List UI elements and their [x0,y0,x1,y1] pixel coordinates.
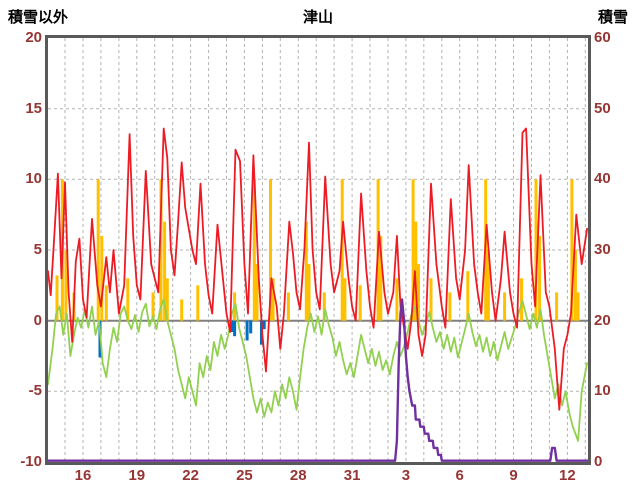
axis-tick-label: 3 [401,467,411,484]
axis-tick-label: 0 [33,311,42,329]
left-axis-title: 積雪以外 [8,9,69,26]
axis-tick-label: 6 [455,467,464,484]
axis-tick-label: 15 [25,99,42,117]
axis-tick-label: 12 [559,467,576,484]
axis-tick-label: 20 [25,29,42,46]
axis-tick-label: 31 [343,467,361,484]
axis-tick-label: -10 [20,453,42,470]
axis-tick-label: 30 [594,241,611,258]
axis-tick-label: 9 [509,467,518,484]
axis-tick-label: 28 [289,467,307,484]
axis-tick-label: 40 [594,170,611,188]
axis-tick-label: 22 [182,467,199,484]
right-axis-title: 積雪 [597,9,628,26]
axis-tick-label: 25 [236,467,253,484]
axis-tick-label: -5 [28,382,42,400]
axis-tick-label: 60 [594,29,611,46]
axis-tick-label: 19 [128,467,146,484]
plot-canvas [48,38,588,462]
axis-tick-label: 16 [74,467,92,484]
axis-tick-label: 10 [25,170,42,188]
axis-tick-label: 10 [594,382,611,400]
axis-tick-label: 0 [594,453,603,470]
chart-title: 津山 [302,9,333,26]
axis-tick-label: 5 [33,241,42,258]
plot-area [45,35,591,465]
axis-tick-label: 50 [594,99,611,117]
axis-tick-label: 20 [594,311,611,329]
